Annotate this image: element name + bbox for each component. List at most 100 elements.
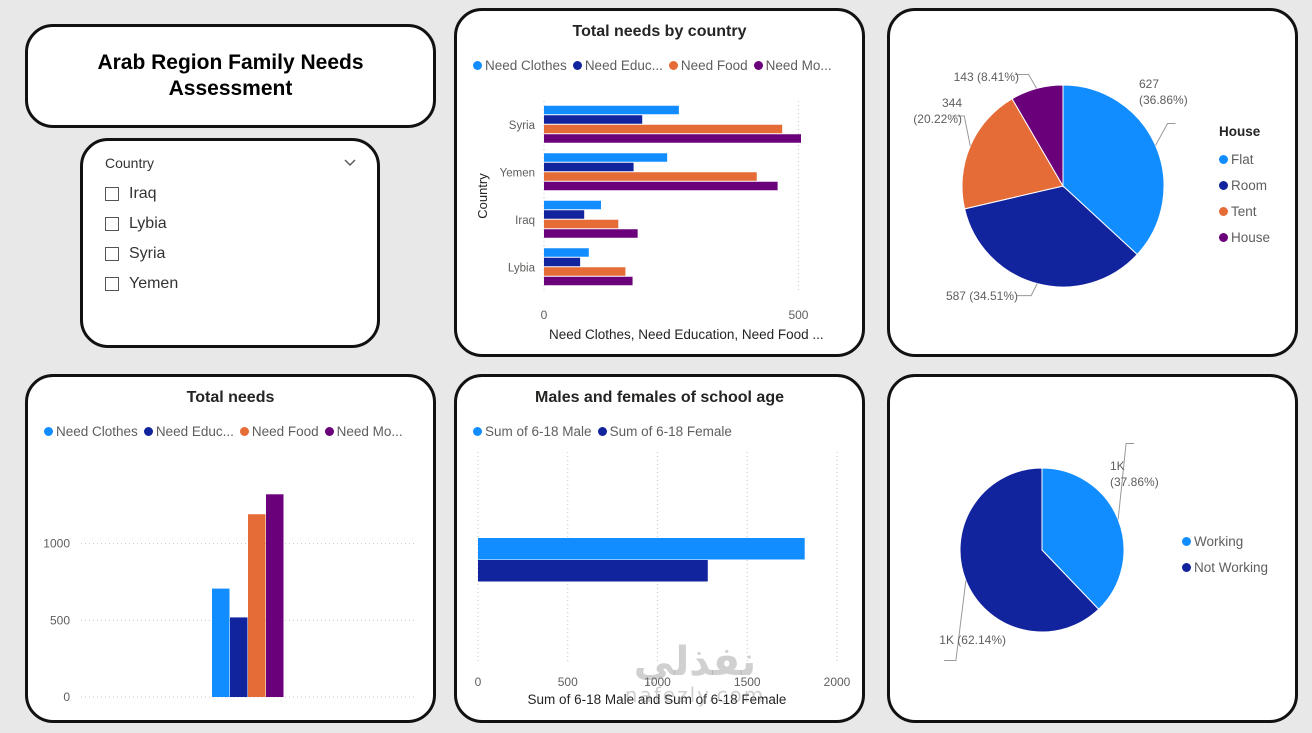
x-axis-title: Need Clothes, Need Education, Need Food … [549, 327, 824, 342]
leader-line [1014, 74, 1038, 89]
legend-item[interactable]: Need Clothes [473, 58, 567, 73]
pie-slice[interactable] [1041, 467, 1125, 610]
y-axis-title: Country [475, 173, 490, 219]
slicer-item-iraq[interactable]: Iraq [105, 179, 178, 209]
legend-title: House [1219, 124, 1261, 139]
bar[interactable] [544, 257, 581, 267]
school-age-card[interactable]: Males and females of school age Sum of 6… [454, 374, 865, 723]
x-tick-label: 2000 [824, 675, 851, 689]
x-tick-label: 1500 [734, 675, 761, 689]
chart-title: Total needs by country [572, 23, 747, 40]
y-tick-label: 0 [63, 690, 70, 704]
bar[interactable] [544, 248, 589, 257]
legend-item-tent[interactable]: Tent [1219, 198, 1270, 224]
house-pie-chart[interactable]: 627 (36.86%) 587 (34.51%) 344 (20.22%) 143 (8… [890, 11, 1295, 354]
bar[interactable] [544, 181, 778, 191]
data-label: (20.22%) [913, 112, 962, 126]
working-pie-chart[interactable]: 1K (37.86%) 1K (62.14%) [890, 377, 1295, 720]
bar[interactable] [544, 115, 643, 124]
legend-item[interactable]: Need Food [239, 424, 319, 439]
leader-line [1155, 122, 1176, 146]
country-slicer: Country Iraq Lybia Syria Yemen [80, 138, 380, 348]
house-pie-card[interactable]: 627 (36.86%) 587 (34.51%) 344 (20.22%) 143 (8… [887, 8, 1298, 357]
chart-title: Total needs [186, 389, 275, 406]
total-needs-chart[interactable]: 0 500 1000 [28, 377, 433, 720]
pie-slice[interactable] [959, 467, 1100, 633]
leader-line [952, 115, 971, 147]
legend-item-house[interactable]: House [1219, 224, 1270, 250]
data-label: 143 (8.41%) [954, 70, 1019, 84]
checkbox[interactable] [105, 217, 119, 231]
total-needs-card[interactable]: Total needs Need Clothes Need Educ... Ne… [25, 374, 436, 723]
data-label: 587 (34.51%) [946, 289, 1018, 303]
legend-item[interactable]: Need Mo... [324, 424, 403, 439]
bar[interactable] [544, 219, 619, 229]
y-tick-label: Lybia [508, 262, 536, 274]
bar[interactable] [544, 229, 638, 238]
bar[interactable] [230, 617, 248, 697]
slicer-item-label: Lybia [129, 215, 167, 232]
legend-item[interactable]: Need Educ... [143, 424, 234, 439]
data-label: 344 [942, 96, 962, 110]
chevron-down-icon[interactable] [343, 155, 357, 169]
legend-item-flat[interactable]: Flat [1219, 146, 1270, 172]
checkbox[interactable] [105, 247, 119, 261]
legend-item[interactable]: Need Educ... [572, 58, 663, 73]
bar[interactable] [544, 153, 668, 162]
working-pie-card[interactable]: 1K (37.86%) 1K (62.14%) Working Not Workin… [887, 374, 1298, 723]
pie-slice[interactable] [964, 185, 1138, 288]
data-label: (36.86%) [1139, 93, 1188, 107]
chart-legend: Need Clothes Need Educ... Need Food Need… [473, 58, 838, 73]
school-age-chart[interactable]: 0 500 1000 1500 2000 Sum of 6-18 Male and Sum… [457, 377, 862, 720]
slicer-item-lybia[interactable]: Lybia [105, 209, 178, 239]
bar[interactable] [544, 162, 634, 172]
bar[interactable] [544, 210, 585, 219]
bar[interactable] [248, 514, 266, 697]
y-tick-label: Syria [509, 120, 536, 132]
bar[interactable] [544, 276, 633, 286]
bar[interactable] [544, 267, 626, 276]
legend-item[interactable]: Need Clothes [44, 424, 138, 439]
bar[interactable] [478, 560, 708, 582]
y-tick-label: 500 [50, 613, 70, 627]
bar[interactable] [544, 172, 757, 181]
data-label: 627 [1139, 77, 1159, 91]
bar[interactable] [212, 588, 230, 697]
leader-line [1017, 283, 1038, 297]
slicer-header: Country [105, 155, 155, 171]
slicer-item-syria[interactable]: Syria [105, 239, 178, 269]
needs-by-country-card[interactable]: Total needs by country Need Clothes Need… [454, 8, 865, 357]
data-label: 1K (62.14%) [939, 633, 1006, 647]
legend-item-not-working[interactable]: Not Working [1182, 554, 1268, 580]
legend-item[interactable]: Sum of 6-18 Male [473, 424, 592, 439]
bar[interactable] [544, 134, 802, 143]
leader-line [943, 580, 967, 662]
x-tick-label: 500 [558, 675, 578, 689]
pie-slice[interactable] [1062, 84, 1165, 256]
legend-item[interactable]: Sum of 6-18 Female [597, 424, 732, 439]
x-tick-label: 1000 [644, 675, 671, 689]
pie-slice[interactable] [1011, 84, 1064, 188]
legend-item-room[interactable]: Room [1219, 172, 1270, 198]
house-legend: House Flat Room Tent House [1219, 124, 1270, 250]
bar[interactable] [478, 538, 805, 560]
x-axis-title: Sum of 6-18 Male and Sum of 6-18 Female [528, 692, 787, 707]
working-legend: Working Not Working [1182, 528, 1268, 580]
bar[interactable] [266, 494, 284, 697]
leader-line [1117, 442, 1135, 520]
legend-item-working[interactable]: Working [1182, 528, 1268, 554]
x-tick-label: 0 [475, 675, 482, 689]
bar[interactable] [544, 200, 601, 210]
x-tick-label: 0 [541, 308, 548, 322]
slicer-item-yemen[interactable]: Yemen [105, 269, 178, 299]
bar[interactable] [544, 105, 679, 115]
dashboard-title: Arab Region Family Needs Assessment [97, 51, 364, 100]
slicer-item-label: Syria [129, 245, 166, 262]
legend-item[interactable]: Need Food [668, 58, 748, 73]
checkbox[interactable] [105, 187, 119, 201]
checkbox[interactable] [105, 277, 119, 291]
legend-item[interactable]: Need Mo... [753, 58, 832, 73]
needs-by-country-chart[interactable]: 0 500 Syria Yemen Iraq Lybia Country Need Cloth… [457, 11, 862, 354]
slicer-item-label: Yemen [129, 275, 179, 292]
bar[interactable] [544, 124, 783, 134]
